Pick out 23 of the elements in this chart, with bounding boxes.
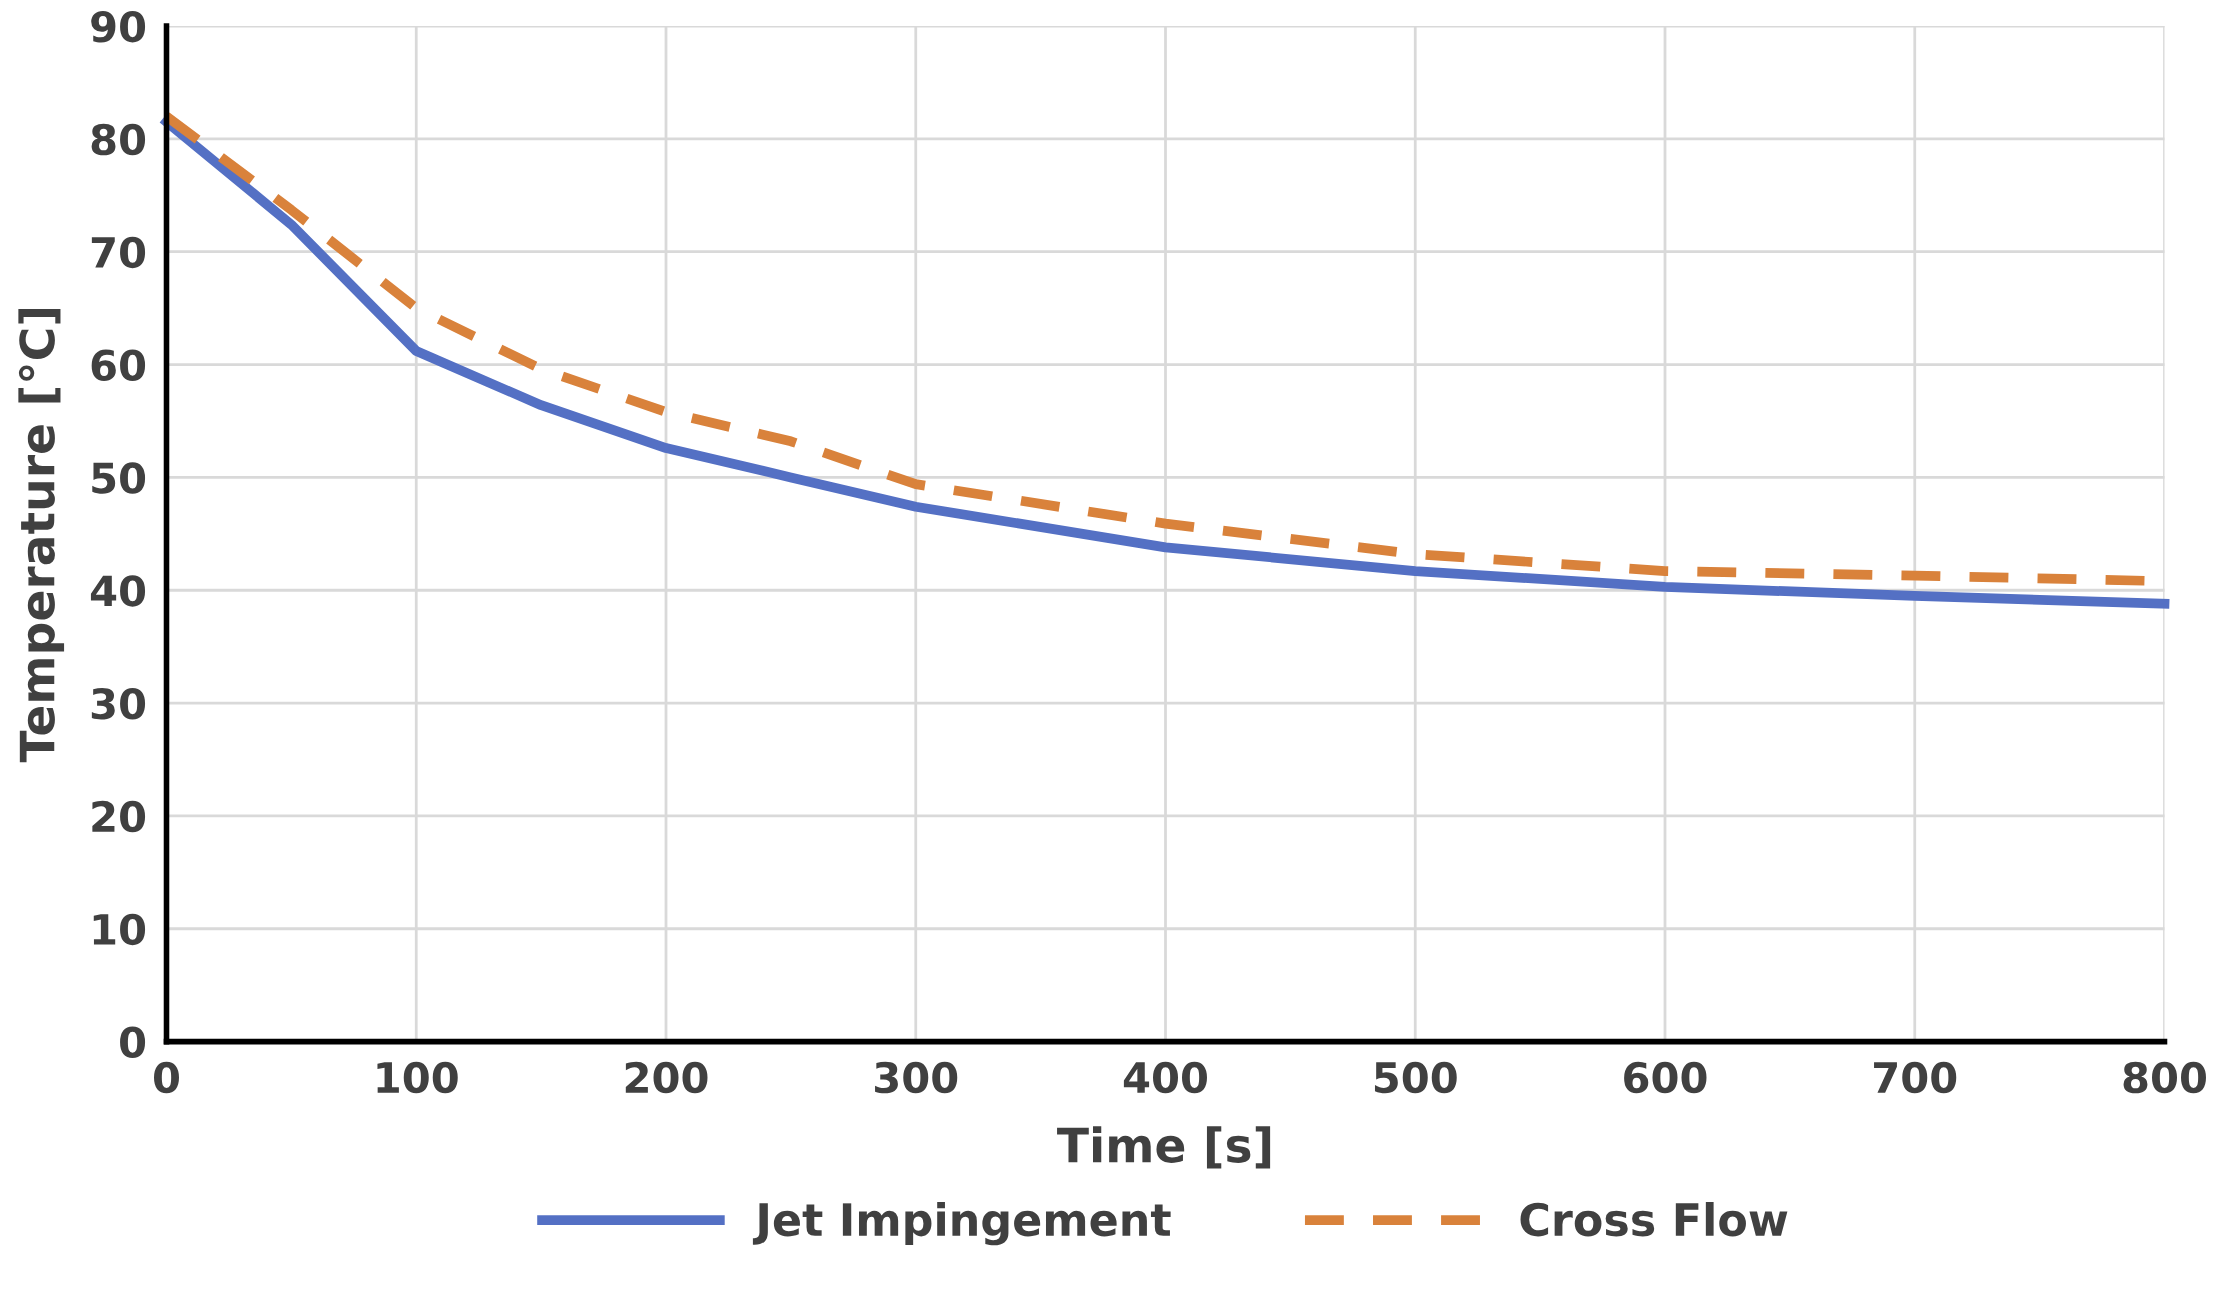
y-tick-label: 60 <box>91 349 146 381</box>
x-tick-label: 0 <box>154 1061 179 1094</box>
y-tick-label: 90 <box>91 10 146 43</box>
y-tick-label: 50 <box>92 462 146 494</box>
y-tick-label: 80 <box>91 123 146 156</box>
y-tick-label: 30 <box>91 687 146 720</box>
y-axis-title: Temperature [°C] <box>18 309 65 763</box>
y-tick-label: 20 <box>92 800 146 833</box>
y-tick-label: 0 <box>120 1026 146 1059</box>
x-axis-title: Time [s] <box>1057 1126 1271 1169</box>
x-tick-label: 400 <box>1123 1061 1207 1094</box>
y-tick-label: 10 <box>93 913 146 946</box>
y-tick-label: 40 <box>90 575 146 607</box>
x-tick-label: 300 <box>875 1061 958 1094</box>
y-tick-label: 70 <box>91 236 146 269</box>
x-tick-label: 700 <box>1874 1061 1957 1094</box>
x-tick-label: 200 <box>625 1061 708 1094</box>
x-tick-label: 800 <box>2123 1061 2206 1094</box>
legend-label: Jet Impingement <box>752 1201 1171 1246</box>
x-tick-label: 600 <box>1624 1061 1707 1094</box>
x-tick-label: 100 <box>377 1061 458 1094</box>
x-tick-label: 500 <box>1374 1061 1457 1094</box>
legend-label: Cross Flow <box>1520 1201 1788 1237</box>
